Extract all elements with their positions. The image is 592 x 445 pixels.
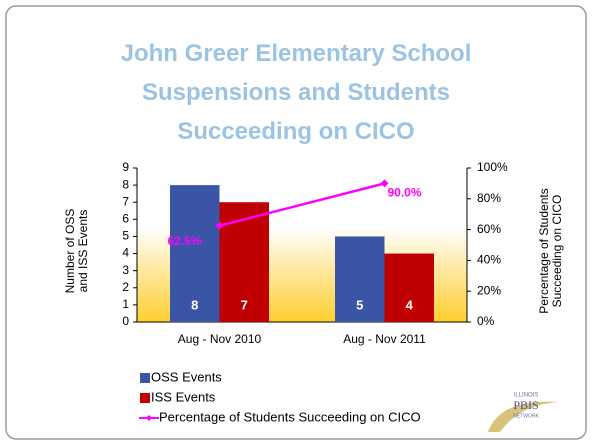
- line-value-label: 90.0%: [387, 186, 421, 200]
- y-tick-label: 0: [122, 314, 129, 328]
- y-tick-label: 2: [122, 280, 129, 294]
- logo: ILLINOIS PBIS NETWORK: [488, 393, 560, 432]
- line-series: [219, 182, 385, 227]
- bar-value-label: 8: [191, 297, 198, 312]
- y-tick-label: 8: [122, 177, 129, 191]
- bar-value-label: 4: [406, 297, 414, 312]
- y2-tick-label: 60%: [477, 222, 501, 236]
- logo-bottom: NETWORK: [513, 413, 539, 419]
- bar: [335, 236, 385, 322]
- y-tick-label: 6: [122, 212, 129, 226]
- legend-marker: [146, 415, 152, 421]
- x-tick-label: Aug - Nov 2011: [343, 332, 426, 346]
- y-tick-label: 3: [122, 263, 129, 277]
- bar-value-label: 7: [241, 297, 248, 312]
- legend-label: OSS Events: [151, 369, 222, 384]
- y2-tick-label: 20%: [477, 283, 501, 297]
- line-marker: [380, 179, 389, 188]
- y-tick-label: 9: [122, 160, 129, 174]
- legend-swatch: [140, 373, 150, 383]
- bar: [219, 202, 269, 322]
- logo-swoosh: [488, 401, 560, 432]
- bar: [170, 185, 220, 322]
- x-tick-label: Aug - Nov 2010: [178, 332, 262, 346]
- legend-label: Percentage of Students Succeeding on CIC…: [159, 409, 421, 424]
- legend-swatch: [140, 393, 150, 403]
- y2-tick-label: 40%: [477, 253, 501, 267]
- legend-label: ISS Events: [151, 389, 216, 404]
- y2-tick-label: 0%: [477, 314, 495, 328]
- y-tick-label: 1: [122, 297, 129, 311]
- line-marker: [215, 221, 224, 230]
- line-value-label: 62.5%: [167, 234, 201, 248]
- bar-value-label: 5: [356, 297, 363, 312]
- slide-frame: [5, 5, 587, 440]
- chart-title: John Greer Elementary School Suspensions…: [120, 40, 472, 145]
- y-axis-label: Number of OSS and ISS Events: [63, 208, 90, 294]
- logo-top: ILLINOIS: [514, 393, 539, 399]
- y-tick-label: 4: [122, 246, 129, 260]
- logo-main: PBIS: [513, 398, 538, 412]
- y-tick-label: 5: [122, 229, 129, 243]
- bar: [384, 253, 434, 322]
- y2-tick-label: 80%: [477, 191, 501, 205]
- y2-tick-label: 100%: [477, 160, 508, 174]
- y-tick-label: 7: [122, 194, 129, 208]
- y2-axis-label: Percentage of Students Succeeding on CIC…: [537, 188, 564, 314]
